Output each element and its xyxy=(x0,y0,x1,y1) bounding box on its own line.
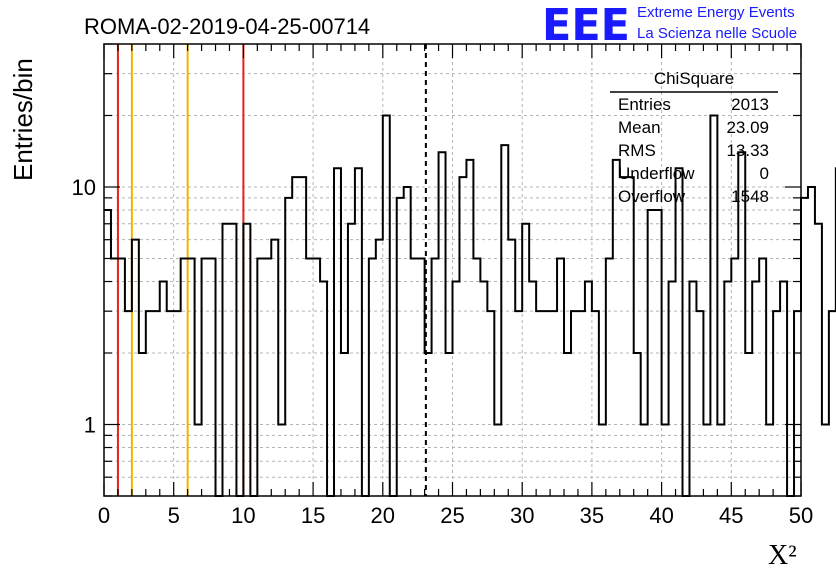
stats-label-entries: Entries xyxy=(618,95,671,114)
x-tick-label: 20 xyxy=(371,503,395,528)
eee-logo: EEE Extreme Energy Events La Scienza nel… xyxy=(542,0,797,51)
stats-label-rms: RMS xyxy=(618,141,656,160)
logo-line2: La Scienza nelle Scuole xyxy=(637,25,797,42)
stats-value-rms: 13.33 xyxy=(726,141,769,160)
stats-label-underflow: Underflow xyxy=(618,164,695,183)
y-axis-label: Entries/bin xyxy=(8,58,38,181)
x-tick-label: 35 xyxy=(580,503,604,528)
stats-label-mean: Mean xyxy=(618,118,661,137)
x-tick-label: 15 xyxy=(301,503,325,528)
y-tick-label: 1 xyxy=(84,413,96,438)
x-tick-label: 40 xyxy=(649,503,673,528)
x-tick-label: 5 xyxy=(168,503,180,528)
x-tick-label: 0 xyxy=(98,503,110,528)
chart-title: ROMA-02-2019-04-25-00714 xyxy=(84,14,370,39)
marker-lines xyxy=(116,44,427,496)
grid xyxy=(104,43,801,497)
histogram-line xyxy=(104,114,836,497)
stats-value-entries: 2013 xyxy=(731,95,769,114)
x-tick-labels: 0 5 10 15 20 25 30 35 40 45 50 xyxy=(98,503,813,528)
logo-mark: EEE xyxy=(542,0,630,51)
stats-box: ChiSquare Entries 2013 Mean 23.09 RMS 13… xyxy=(610,69,778,206)
axis-ticks xyxy=(103,43,802,497)
y-tick-label: 10 xyxy=(72,175,96,200)
x-tick-label: 25 xyxy=(440,503,464,528)
x-tick-label: 50 xyxy=(789,503,813,528)
stats-title: ChiSquare xyxy=(654,69,734,88)
stats-value-overflow: 1548 xyxy=(731,187,769,206)
x-tick-label: 10 xyxy=(231,503,255,528)
x-tick-label: 30 xyxy=(510,503,534,528)
x-axis-label: X² xyxy=(768,540,797,571)
logo-line1: Extreme Energy Events xyxy=(637,4,795,21)
stats-value-underflow: 0 xyxy=(760,164,769,183)
y-tick-labels: 1 10 xyxy=(72,175,96,438)
stats-value-mean: 23.09 xyxy=(726,118,769,137)
x-tick-label: 45 xyxy=(719,503,743,528)
stats-label-overflow: Overflow xyxy=(618,187,686,206)
